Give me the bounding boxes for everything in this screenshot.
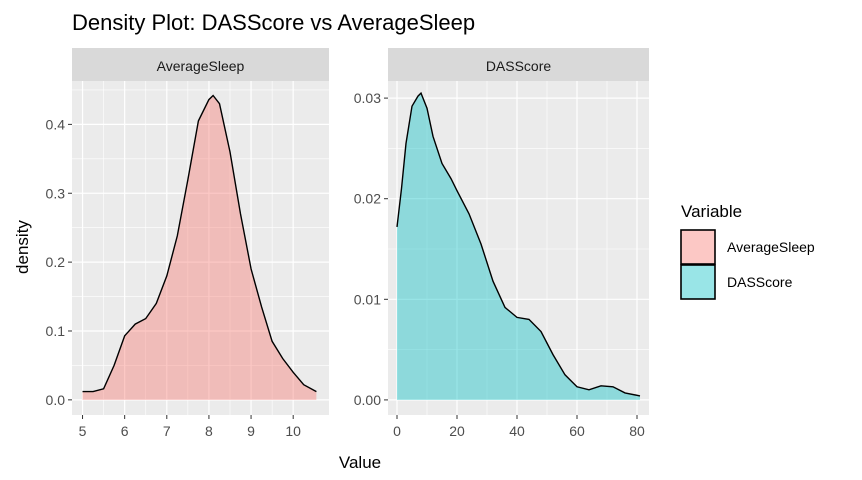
y-tick-label: 0.02 xyxy=(354,191,381,207)
density-area xyxy=(82,95,317,400)
density-line xyxy=(82,94,317,393)
facet-strip-label: DASScore xyxy=(486,58,552,74)
x-tick-label: 80 xyxy=(629,423,645,439)
x-tick-label: 0 xyxy=(393,423,401,439)
x-tick-label: 9 xyxy=(247,423,255,439)
y-tick-label: 0.00 xyxy=(354,392,381,408)
legend-title: Variable xyxy=(681,202,742,221)
x-tick-label: 20 xyxy=(449,423,465,439)
facet-strip xyxy=(388,48,649,81)
y-tick-label: 0.4 xyxy=(46,116,66,132)
legend: Variable AverageSleep DASScore xyxy=(680,202,815,300)
x-tick-label: 8 xyxy=(205,423,213,439)
y-tick-label: 0.0 xyxy=(46,392,66,408)
density-area xyxy=(397,93,640,400)
facet-strip xyxy=(72,48,329,81)
x-tick-label: 6 xyxy=(121,423,129,439)
x-axis-title: Value xyxy=(339,453,381,472)
x-tick-label: 7 xyxy=(163,423,171,439)
y-axis-title: density xyxy=(13,220,32,274)
facet-strip-label: AverageSleep xyxy=(157,58,245,74)
density-line xyxy=(396,91,641,397)
y-tick-label: 0.03 xyxy=(354,90,381,106)
x-tick-label: 5 xyxy=(79,423,87,439)
legend-label: AverageSleep xyxy=(727,239,815,255)
legend-label: DASScore xyxy=(727,274,793,290)
facet-panel-averagesleep: AverageSleep 5 6 7 8 9 10 0.0 0.1 0.2 0.3 0.4 xyxy=(46,48,329,439)
x-tick-label: 10 xyxy=(285,423,301,439)
y-tick-label: 0.2 xyxy=(46,254,66,270)
legend-key xyxy=(680,264,716,300)
facet-panel-dasscore: DASScore 0 20 40 60 80 0.00 0.01 0.02 0.03 xyxy=(354,48,649,439)
y-tick-label: 0.1 xyxy=(46,323,66,339)
panel-background xyxy=(388,81,649,415)
legend-key xyxy=(680,229,716,265)
x-tick-label: 60 xyxy=(569,423,585,439)
panel-background xyxy=(72,81,329,415)
y-tick-label: 0.3 xyxy=(46,185,66,201)
x-tick-label: 40 xyxy=(509,423,525,439)
chart-title: Density Plot: DASScore vs AverageSleep xyxy=(72,10,475,35)
y-tick-label: 0.01 xyxy=(354,291,381,307)
